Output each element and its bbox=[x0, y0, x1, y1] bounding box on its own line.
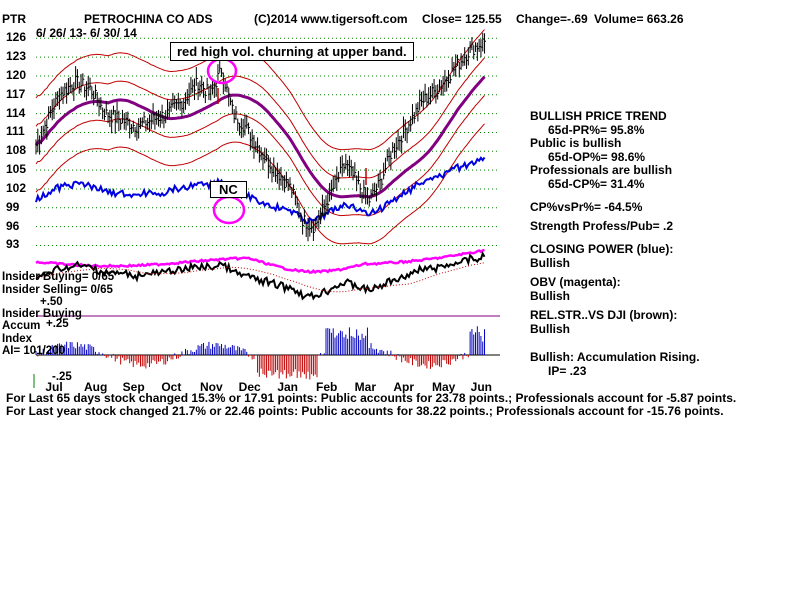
x-tick-label: Apr bbox=[393, 380, 414, 394]
accum-label: Accum bbox=[2, 320, 41, 332]
ticker: PTR bbox=[2, 12, 26, 26]
x-tick-label: Dec bbox=[238, 380, 261, 394]
y-tick-label: 111 bbox=[6, 124, 25, 139]
insider-selling-label: Insider Selling= 0/65 bbox=[2, 284, 113, 296]
close-value: Close= 125.55 bbox=[422, 12, 502, 26]
inner-lower-band bbox=[35, 95, 485, 217]
x-tick-label: Jan bbox=[277, 380, 299, 394]
y-tick-label: 123 bbox=[6, 49, 27, 64]
indicator-lines bbox=[35, 156, 486, 301]
volume-value: Volume= 663.26 bbox=[594, 12, 684, 26]
x-tick-label: Nov bbox=[200, 380, 223, 394]
y-tick-label: 96 bbox=[6, 218, 20, 233]
side-relstr-status: Bullish bbox=[530, 321, 571, 336]
insider-buying-label: Insider Buying= 0/65 bbox=[2, 271, 115, 283]
index-label: Index bbox=[2, 333, 33, 345]
y-tick-label: 117 bbox=[6, 86, 26, 101]
nc-circle bbox=[212, 195, 246, 225]
moving-average-line bbox=[34, 75, 486, 199]
side-public: Public is bullish bbox=[530, 136, 622, 150]
side-relstr: REL.STR..VS DJI (brown): bbox=[530, 308, 678, 322]
side-panel: BULLISH PRICE TREND 65d-PR%= 95.8% Publi… bbox=[530, 109, 700, 378]
x-tick-label: Aug bbox=[84, 380, 108, 394]
churning-callout: red high vol. churning at upper band. bbox=[170, 42, 414, 61]
grid bbox=[36, 37, 500, 246]
nc-callout: NC bbox=[210, 181, 247, 198]
y-tick-label: 114 bbox=[6, 105, 26, 120]
closing-power-line bbox=[35, 156, 486, 225]
x-tick-label: Sep bbox=[122, 380, 145, 394]
rel-strength-line bbox=[35, 251, 486, 301]
x-tick-label: May bbox=[432, 380, 456, 394]
y-tick-label: 108 bbox=[6, 143, 27, 158]
plus50-label: +.50 bbox=[40, 296, 63, 308]
company-name: PETROCHINA CO ADS bbox=[84, 12, 213, 26]
bands bbox=[34, 29, 486, 245]
date-range: 6/ 26/ 13- 6/ 30/ 14 bbox=[36, 26, 137, 40]
change-value: Change=-.69 bbox=[516, 12, 588, 26]
inner-upper-band bbox=[35, 57, 485, 179]
y-tick-label: 99 bbox=[6, 199, 20, 214]
side-ip: IP= .23 bbox=[548, 363, 587, 378]
x-tick-label: Oct bbox=[161, 380, 182, 394]
x-tick-label: Jun bbox=[470, 380, 492, 394]
ai-label: AI= 101/200 bbox=[2, 345, 65, 357]
source-credit: (C)2014 www.tigersoft.com bbox=[254, 12, 408, 26]
side-op: 65d-OP%= 98.6% bbox=[548, 149, 646, 164]
side-cp: 65d-CP%= 31.4% bbox=[548, 176, 645, 191]
side-obv: OBV (magenta): bbox=[530, 275, 621, 289]
x-tick-label: Mar bbox=[354, 380, 376, 394]
obv-line bbox=[35, 248, 485, 275]
y-tick-label: 105 bbox=[6, 162, 27, 177]
y-tick-label: 126 bbox=[6, 30, 27, 45]
footer-65-days: For Last 65 days stock changed 15.3% or … bbox=[6, 391, 737, 405]
x-tick-label: Feb bbox=[316, 380, 338, 394]
side-closing-power: CLOSING POWER (blue): bbox=[530, 242, 674, 256]
side-trend: BULLISH PRICE TREND bbox=[530, 109, 667, 123]
lower-band bbox=[35, 123, 485, 245]
side-obv-status: Bullish bbox=[530, 288, 571, 303]
side-strength: Strength Profess/Pub= .2 bbox=[530, 218, 674, 233]
side-closing-power-status: Bullish bbox=[530, 255, 571, 270]
minus25-label: -.25 bbox=[52, 371, 72, 383]
side-professionals: Professionals are bullish bbox=[530, 163, 673, 177]
y-tick-label: 120 bbox=[6, 67, 27, 82]
price-bars bbox=[35, 32, 487, 242]
y-tick-label: 93 bbox=[6, 237, 20, 252]
y-tick-label: 102 bbox=[6, 180, 27, 195]
footer-last-year: For Last year stock changed 21.7% or 22.… bbox=[6, 404, 724, 418]
x-tick-label: Jul bbox=[45, 380, 63, 394]
side-cpvspr: CP%vsPr%= -64.5% bbox=[530, 200, 643, 214]
side-pr: 65d-PR%= 95.8% bbox=[548, 122, 645, 137]
insider-buying-label-2: Insider Buying bbox=[2, 308, 82, 320]
accumulation-histogram bbox=[35, 315, 500, 380]
side-accum: Bullish: Accumulation Rising. bbox=[530, 350, 700, 364]
plus25-label: +.25 bbox=[46, 318, 69, 330]
